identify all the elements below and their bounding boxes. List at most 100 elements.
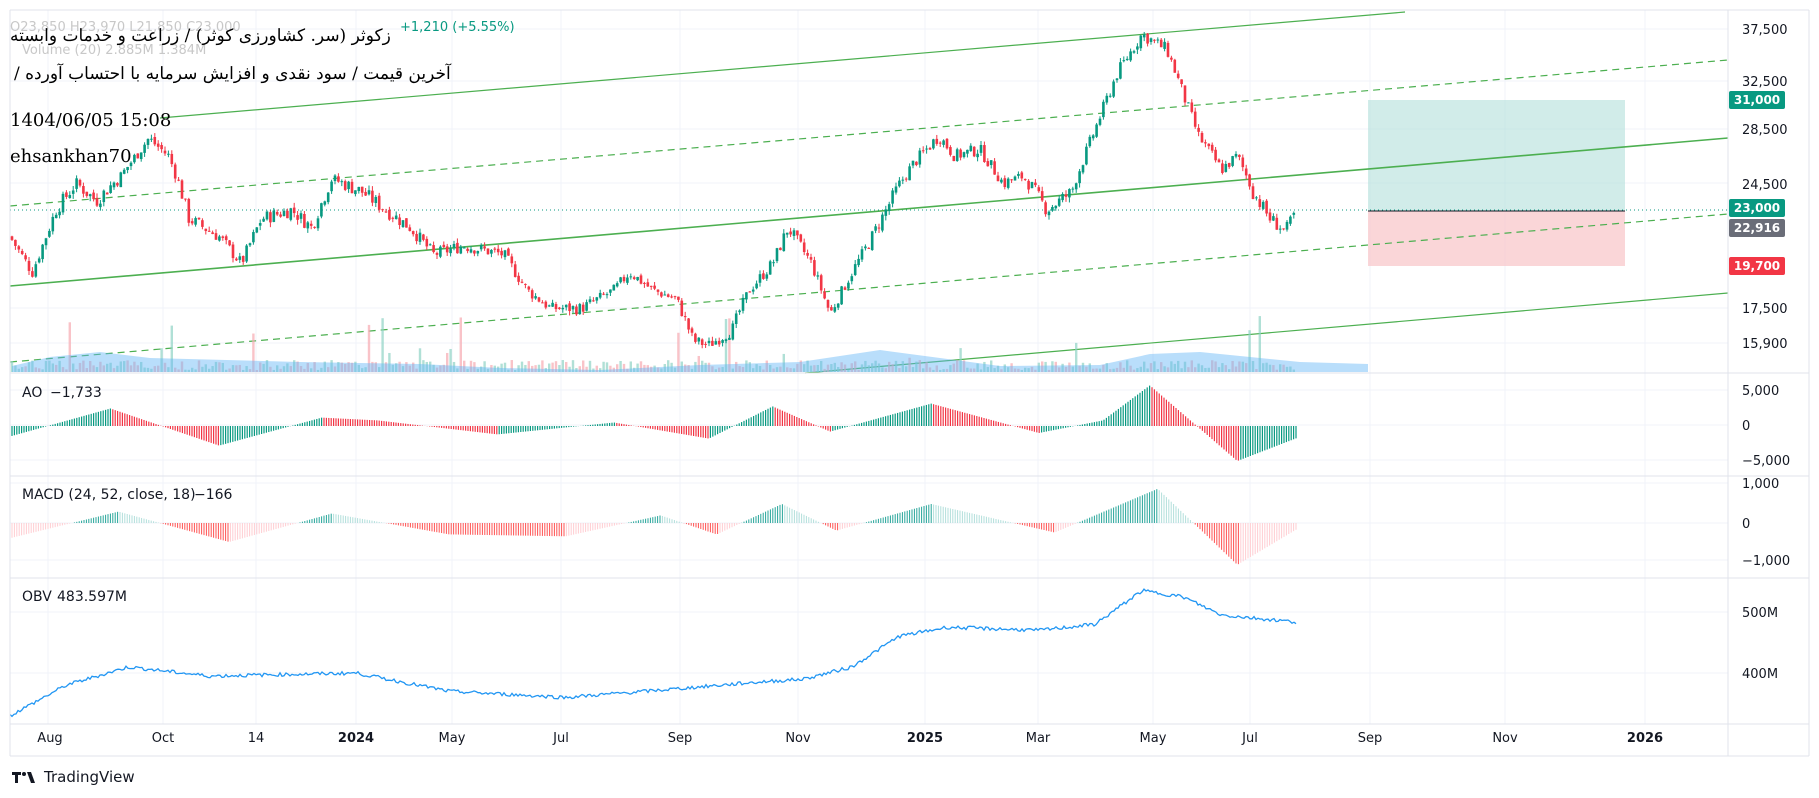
candle (265, 210, 269, 221)
channel-lower-mid[interactable] (9, 213, 1729, 363)
volume-bar (68, 322, 71, 372)
candle (78, 178, 82, 188)
candle (218, 234, 221, 242)
candle-body (173, 164, 177, 179)
candle-body (799, 234, 803, 242)
candle-body (1010, 179, 1013, 181)
candle-body (1034, 182, 1037, 186)
volume-bar (629, 361, 632, 372)
candle (1200, 131, 1204, 143)
volume-bar (731, 368, 734, 372)
candle (578, 302, 582, 315)
volume-bar (942, 369, 945, 372)
candle (945, 138, 949, 150)
candle-body (279, 214, 282, 217)
volume-bar (605, 362, 609, 372)
candle (711, 336, 714, 346)
candle-body (537, 297, 541, 302)
trend-channel[interactable] (9, 11, 1729, 374)
candle (354, 190, 357, 197)
candle (1197, 124, 1200, 137)
candle-body (1040, 191, 1044, 201)
volume-bar (758, 365, 762, 372)
candle (1003, 175, 1007, 190)
candle (592, 297, 595, 302)
tradingview-logo[interactable]: TradingView (12, 768, 135, 786)
volume-bar (10, 361, 14, 372)
volume-bar (306, 362, 309, 372)
candle (14, 239, 17, 250)
candle-body (347, 181, 350, 190)
candle (31, 267, 34, 278)
candle (802, 238, 806, 256)
candle-body (357, 186, 361, 192)
volume-bar (881, 367, 884, 372)
candle-body (105, 192, 109, 195)
candle (1034, 178, 1037, 188)
target-zone[interactable] (1368, 100, 1625, 211)
ao-label[interactable]: AO (22, 385, 42, 401)
candle-body (833, 307, 837, 312)
candle (1210, 142, 1214, 153)
macd-label[interactable]: MACD (24, 52, close, 18) (22, 487, 196, 503)
candle-body (483, 246, 486, 249)
candle-body (680, 300, 684, 317)
candle (129, 161, 133, 171)
candle-body (731, 323, 735, 340)
volume-bar (867, 365, 870, 372)
candle-body (452, 243, 456, 248)
time-tick: 2026 (1627, 731, 1663, 746)
candle-body (58, 211, 61, 216)
obv-label[interactable]: OBV (22, 589, 52, 605)
volume-bar (1234, 366, 1238, 372)
candle-body (99, 203, 102, 208)
volume-bar (578, 366, 581, 372)
candle (330, 179, 333, 194)
candle (537, 296, 541, 303)
candle (1285, 219, 1289, 232)
candle (884, 205, 888, 221)
time-tick: 2025 (907, 731, 943, 746)
candle-body (211, 232, 214, 235)
candle (133, 153, 136, 164)
volume-bar (401, 366, 405, 372)
volume-bar (677, 332, 680, 372)
candle-body (286, 210, 289, 219)
candle-body (870, 231, 874, 250)
volume-bar (959, 348, 962, 372)
volume-bar (548, 363, 551, 372)
candle (823, 288, 826, 300)
volume-bar (235, 365, 238, 372)
volume-bar (1173, 363, 1176, 372)
candle-body (92, 192, 95, 200)
candle-body (1227, 162, 1231, 167)
candle (10, 235, 14, 242)
volume-bar (769, 364, 772, 372)
candle (452, 240, 456, 251)
volume-bar (486, 368, 490, 372)
candle-body (37, 258, 41, 263)
price-tick: 32,500 (1742, 75, 1788, 90)
volume-bar (650, 366, 653, 372)
channel-upper[interactable] (159, 11, 1406, 119)
candle (629, 273, 633, 280)
channel-mid[interactable] (9, 137, 1729, 287)
candle-body (228, 240, 231, 246)
candle (1224, 160, 1228, 173)
stop-zone[interactable] (1368, 211, 1625, 266)
channel-lower[interactable] (804, 292, 1729, 374)
candle (442, 241, 446, 249)
candle (908, 163, 911, 181)
volume-bar (514, 369, 517, 372)
time-axis[interactable]: Aug Oct 14 2024 May Jul Sep Nov 2025 Mar May Jul Sep… (37, 731, 1663, 746)
volume-bar (1214, 361, 1217, 372)
candle (194, 216, 197, 227)
candle-body (527, 286, 531, 290)
candle-body (598, 292, 602, 298)
candle (37, 256, 41, 264)
price-axis[interactable]: 37,500 32,500 28,500 24,500 17,500 15,90… (1742, 23, 1788, 352)
candle-body (700, 339, 704, 345)
volume-bar (697, 355, 700, 372)
candle (551, 299, 554, 307)
candle-body (1217, 159, 1221, 163)
